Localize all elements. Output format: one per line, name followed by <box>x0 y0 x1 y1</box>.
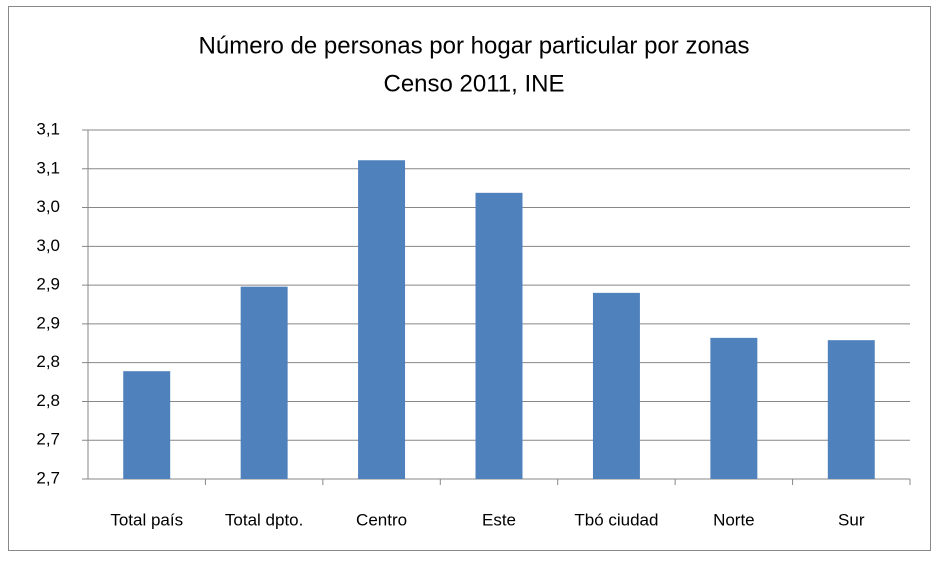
y-tick-label: 2,8 <box>36 391 60 410</box>
y-tick-label: 2,7 <box>36 468 60 487</box>
bar <box>827 340 875 479</box>
bar <box>592 292 640 479</box>
y-tick-label: 3,0 <box>36 236 60 255</box>
bar <box>710 337 758 479</box>
y-tick-label: 2,8 <box>36 352 60 371</box>
bar <box>475 192 523 479</box>
x-tick-label: Este <box>482 510 516 529</box>
x-tick-label: Sur <box>838 510 865 529</box>
bar <box>240 286 288 479</box>
y-tick-label: 2,9 <box>36 313 60 332</box>
chart-subtitle: Censo 2011, INE <box>384 70 565 97</box>
x-tick-label: Total país <box>110 510 183 529</box>
x-tick-label: Centro <box>356 510 407 529</box>
bar <box>358 160 406 479</box>
y-tick-label: 3,0 <box>36 197 60 216</box>
y-tick-label: 2,9 <box>36 275 60 294</box>
y-tick-label: 3,1 <box>36 119 60 138</box>
x-tick-label: Tbó ciudad <box>574 510 658 529</box>
x-tick-label: Total dpto. <box>225 510 303 529</box>
y-tick-label: 2,7 <box>36 430 60 449</box>
bar <box>123 371 171 479</box>
y-tick-label: 3,1 <box>36 158 60 177</box>
chart-title: Número de personas por hogar particular … <box>199 32 750 59</box>
x-tick-label: Norte <box>713 510 755 529</box>
